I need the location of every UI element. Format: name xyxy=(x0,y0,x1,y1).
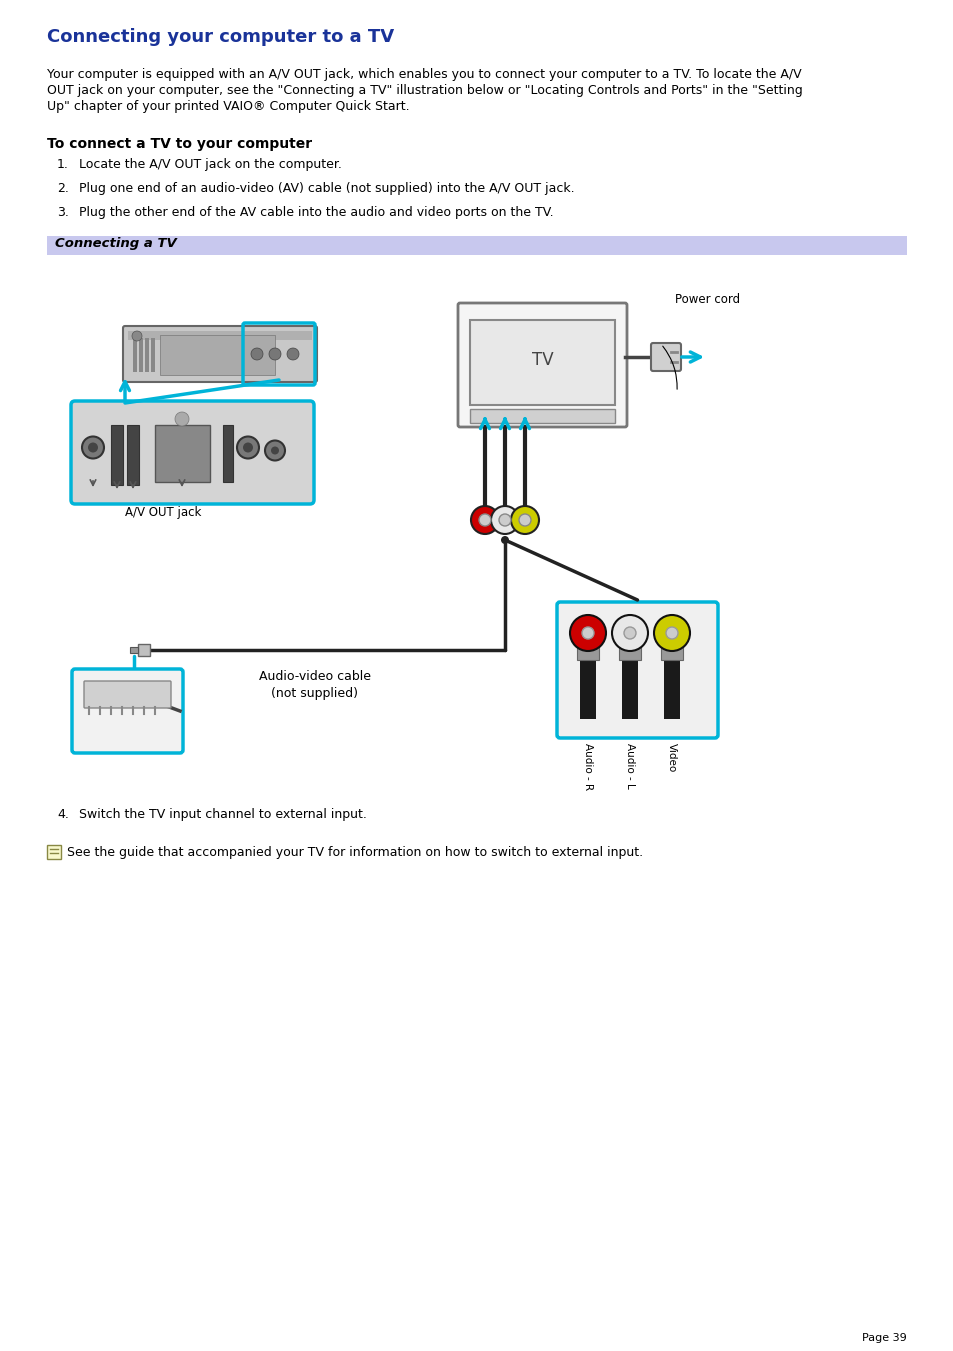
Circle shape xyxy=(174,412,189,426)
Text: Plug the other end of the AV cable into the audio and video ports on the TV.: Plug the other end of the AV cable into … xyxy=(79,205,553,219)
Text: Video: Video xyxy=(666,743,677,773)
Bar xyxy=(663,654,679,719)
Bar xyxy=(128,331,312,340)
Bar xyxy=(132,338,137,372)
Text: TV: TV xyxy=(531,351,553,369)
Bar xyxy=(111,426,123,485)
Circle shape xyxy=(500,536,509,544)
Circle shape xyxy=(243,443,253,453)
Text: A/V OUT jack: A/V OUT jack xyxy=(125,507,201,519)
Bar xyxy=(138,644,150,657)
Text: 4.: 4. xyxy=(57,808,69,821)
Bar xyxy=(47,236,906,255)
Bar xyxy=(577,642,598,661)
FancyBboxPatch shape xyxy=(557,603,718,738)
Bar xyxy=(145,338,149,372)
Text: OUT jack on your computer, see the "Connecting a TV" illustration below or "Loca: OUT jack on your computer, see the "Conn… xyxy=(47,84,801,97)
Text: 2.: 2. xyxy=(57,182,69,195)
Circle shape xyxy=(271,446,278,454)
Circle shape xyxy=(265,440,285,461)
Circle shape xyxy=(88,443,98,453)
Circle shape xyxy=(569,615,605,651)
FancyBboxPatch shape xyxy=(457,303,626,427)
Text: Connecting your computer to a TV: Connecting your computer to a TV xyxy=(47,28,394,46)
Bar xyxy=(223,426,233,482)
Circle shape xyxy=(511,507,538,534)
Bar xyxy=(139,338,143,372)
Bar xyxy=(621,654,638,719)
Circle shape xyxy=(654,615,689,651)
Circle shape xyxy=(623,627,636,639)
Bar xyxy=(160,335,274,376)
Bar xyxy=(470,320,615,405)
FancyBboxPatch shape xyxy=(650,343,680,372)
Circle shape xyxy=(269,349,281,359)
FancyBboxPatch shape xyxy=(123,326,316,382)
Text: Audio-video cable
(not supplied): Audio-video cable (not supplied) xyxy=(258,670,371,700)
Text: Audio - L: Audio - L xyxy=(624,743,635,789)
Text: Connecting a TV: Connecting a TV xyxy=(55,236,176,250)
Bar xyxy=(130,647,138,653)
Text: Your computer is equipped with an A/V OUT jack, which enables you to connect you: Your computer is equipped with an A/V OU… xyxy=(47,68,801,81)
Text: Audio - R: Audio - R xyxy=(582,743,593,790)
Bar xyxy=(660,642,682,661)
Polygon shape xyxy=(47,844,61,859)
Circle shape xyxy=(518,513,531,526)
Circle shape xyxy=(498,513,511,526)
Bar xyxy=(154,426,210,482)
Bar xyxy=(579,654,596,719)
Circle shape xyxy=(612,615,647,651)
FancyBboxPatch shape xyxy=(84,681,171,708)
Circle shape xyxy=(581,627,594,639)
Text: 3.: 3. xyxy=(57,205,69,219)
Bar xyxy=(618,642,640,661)
Circle shape xyxy=(82,436,104,458)
Text: Locate the A/V OUT jack on the computer.: Locate the A/V OUT jack on the computer. xyxy=(79,158,341,172)
Circle shape xyxy=(478,513,491,526)
Text: Switch the TV input channel to external input.: Switch the TV input channel to external … xyxy=(79,808,367,821)
Circle shape xyxy=(665,627,678,639)
Circle shape xyxy=(251,349,263,359)
Bar xyxy=(470,409,615,423)
FancyBboxPatch shape xyxy=(71,401,314,504)
Text: 1.: 1. xyxy=(57,158,69,172)
Bar xyxy=(127,426,139,485)
Text: To connect a TV to your computer: To connect a TV to your computer xyxy=(47,136,312,151)
Circle shape xyxy=(471,507,498,534)
Bar xyxy=(151,338,154,372)
Text: See the guide that accompanied your TV for information on how to switch to exter: See the guide that accompanied your TV f… xyxy=(67,846,642,859)
Text: Page 39: Page 39 xyxy=(862,1333,906,1343)
Text: Plug one end of an audio-video (AV) cable (not supplied) into the A/V OUT jack.: Plug one end of an audio-video (AV) cabl… xyxy=(79,182,574,195)
Circle shape xyxy=(491,507,518,534)
Circle shape xyxy=(236,436,258,458)
Text: Power cord: Power cord xyxy=(675,293,740,305)
Circle shape xyxy=(132,331,142,340)
FancyBboxPatch shape xyxy=(71,669,183,753)
Text: Up" chapter of your printed VAIO® Computer Quick Start.: Up" chapter of your printed VAIO® Comput… xyxy=(47,100,409,113)
Circle shape xyxy=(287,349,298,359)
